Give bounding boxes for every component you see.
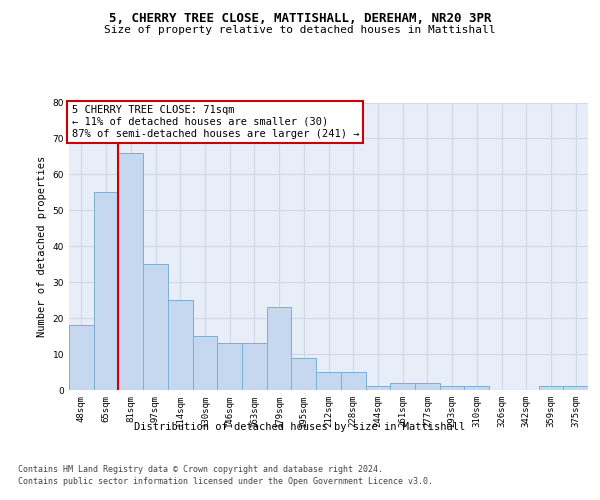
Bar [563, 386, 588, 390]
Bar [193, 336, 217, 390]
Text: Size of property relative to detached houses in Mattishall: Size of property relative to detached ho… [104, 25, 496, 35]
Text: Contains public sector information licensed under the Open Government Licence v3: Contains public sector information licen… [18, 478, 433, 486]
Bar [464, 386, 489, 390]
Bar [365, 386, 390, 390]
Text: 5 CHERRY TREE CLOSE: 71sqm
← 11% of detached houses are smaller (30)
87% of semi: 5 CHERRY TREE CLOSE: 71sqm ← 11% of deta… [71, 106, 359, 138]
Bar [415, 383, 440, 390]
Bar [143, 264, 168, 390]
Bar [316, 372, 341, 390]
Bar [69, 326, 94, 390]
Y-axis label: Number of detached properties: Number of detached properties [37, 156, 47, 337]
Bar [341, 372, 365, 390]
Bar [440, 386, 464, 390]
Bar [94, 192, 118, 390]
Text: 5, CHERRY TREE CLOSE, MATTISHALL, DEREHAM, NR20 3PR: 5, CHERRY TREE CLOSE, MATTISHALL, DEREHA… [109, 12, 491, 26]
Bar [267, 308, 292, 390]
Text: Contains HM Land Registry data © Crown copyright and database right 2024.: Contains HM Land Registry data © Crown c… [18, 465, 383, 474]
Bar [168, 300, 193, 390]
Bar [390, 383, 415, 390]
Bar [292, 358, 316, 390]
Bar [217, 344, 242, 390]
Bar [242, 344, 267, 390]
Bar [118, 153, 143, 390]
Text: Distribution of detached houses by size in Mattishall: Distribution of detached houses by size … [134, 422, 466, 432]
Bar [539, 386, 563, 390]
